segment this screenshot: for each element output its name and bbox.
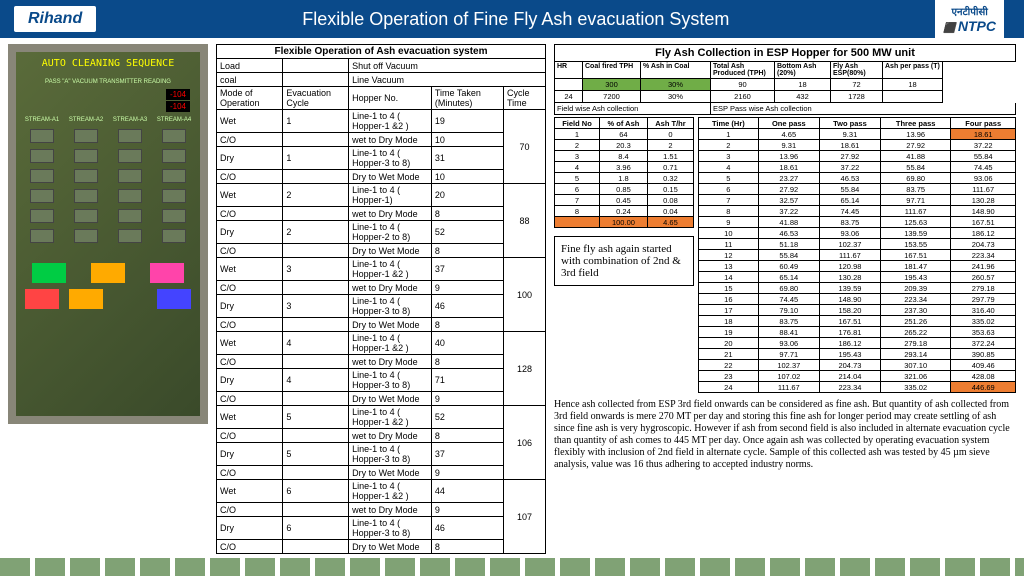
panel-photo-col: AUTO CLEANING SEQUENCE PASS "A" VACUUM T…: [8, 44, 208, 558]
conclusion-para: Hence ash collected from ESP 3rd field o…: [554, 399, 1016, 471]
field-wise-table: Field No% of AshAsh T/hr1640220.3238.41.…: [554, 117, 694, 228]
evacuation-table-col: Flexible Operation of Ash evacuation sys…: [216, 44, 546, 558]
fly-ash-summary: Fly Ash Collection in ESP Hopper for 500…: [554, 44, 1016, 115]
logo-en: NTPC: [943, 18, 996, 34]
logo-hindi: एनटीपीसी: [952, 4, 988, 18]
fly-ash-col: Fly Ash Collection in ESP Hopper for 500…: [554, 44, 1016, 558]
panel-caption: AUTO CLEANING SEQUENCE: [16, 52, 200, 75]
header: Rihand Flexible Operation of Fine Fly As…: [0, 0, 1024, 38]
evacuation-table: Flexible Operation of Ash evacuation sys…: [216, 44, 546, 554]
logo-ntpc: एनटीपीसी NTPC: [935, 0, 1004, 38]
footer-silhouette: [0, 558, 1024, 576]
pass-wise-table: Time (Hr)One passTwo passThree passFour …: [698, 117, 1016, 393]
logo-rihand: Rihand: [14, 6, 96, 32]
control-panel-photo: AUTO CLEANING SEQUENCE PASS "A" VACUUM T…: [8, 44, 208, 424]
content: AUTO CLEANING SEQUENCE PASS "A" VACUUM T…: [0, 38, 1024, 558]
page-title: Flexible Operation of Fine Fly Ash evacu…: [96, 9, 935, 30]
note-box: Fine fly ash again started with combinat…: [554, 236, 694, 286]
